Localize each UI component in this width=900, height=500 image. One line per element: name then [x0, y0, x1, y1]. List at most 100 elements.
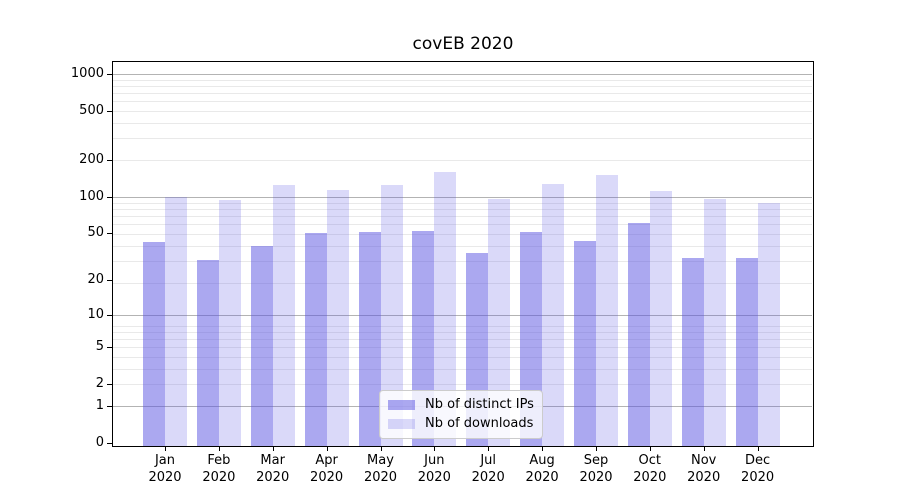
bar-distinct-ips-dec [735, 257, 758, 446]
legend-swatch-distinct-ips [388, 400, 415, 410]
bar-downloads-jun [434, 171, 457, 446]
x-tick-mark-apr [326, 446, 328, 451]
gridline-minor-8 [113, 331, 812, 333]
legend-label-downloads: Nb of downloads [425, 416, 534, 431]
gridline-minor-90 [113, 202, 812, 204]
gridline-minor-500 [113, 111, 812, 112]
bar-downloads-nov [703, 198, 726, 446]
y-tick-label-5: 5 [95, 339, 104, 355]
y-tick-label-100: 100 [79, 188, 104, 204]
y-tick-mark-200 [107, 159, 112, 161]
x-tick-mark-dec [757, 446, 759, 451]
gridline-major-1000 [113, 73, 812, 75]
gridline-minor-50 [113, 234, 812, 235]
x-tick-label-may: May 2020 [363, 453, 398, 485]
x-tick-label-jun: Jun 2020 [417, 453, 451, 485]
gridline-minor-4 [113, 368, 812, 370]
gridline-major-100 [113, 196, 812, 198]
x-tick-label-oct: Oct 2020 [633, 453, 667, 485]
gridline-minor-70 [113, 216, 812, 218]
gridline-minor-5 [113, 357, 812, 358]
y-tick-label-500: 500 [79, 102, 104, 118]
bar-distinct-ips-jan [143, 242, 165, 446]
x-tick-mark-jun [434, 446, 436, 451]
x-tick-label-mar: Mar 2020 [256, 453, 290, 485]
gridline-minor-30 [113, 261, 812, 263]
y-tick-label-1: 1 [95, 398, 104, 413]
gridline-minor-60 [113, 224, 812, 226]
gridline-minor-200 [113, 160, 812, 161]
bar-downloads-may [380, 185, 403, 446]
bar-downloads-jul [488, 199, 511, 446]
y-tick-mark-2 [107, 384, 112, 386]
gridline-minor-400 [113, 122, 812, 124]
gridline-minor-6 [113, 347, 812, 349]
gridline-major-10 [113, 314, 812, 316]
y-tick-label-10: 10 [87, 306, 104, 322]
gridline-minor-3 [113, 384, 812, 386]
gridline-minor-900 [113, 79, 812, 81]
x-tick-mark-mar [272, 446, 274, 451]
gridline-minor-700 [113, 93, 812, 95]
y-tick-label-2: 2 [95, 376, 104, 392]
x-tick-mark-aug [542, 446, 544, 451]
bar-distinct-ips-may [358, 231, 381, 446]
x-tick-label-sep: Sep 2020 [579, 453, 613, 485]
gridline-minor-600 [113, 101, 812, 103]
y-tick-mark-50 [107, 233, 112, 234]
x-tick-mark-sep [596, 446, 597, 451]
y-tick-label-20: 20 [87, 272, 104, 288]
x-tick-mark-nov [703, 446, 705, 451]
y-tick-label-0: 0 [95, 435, 104, 450]
x-tick-mark-may [380, 446, 382, 451]
legend-item-distinct-ips: Nb of distinct IPs [388, 397, 534, 413]
y-tick-mark-1000 [107, 73, 112, 75]
y-tick-mark-10 [107, 314, 112, 316]
bar-downloads-oct [649, 190, 672, 446]
y-tick-mark-20 [107, 280, 112, 282]
x-tick-mark-feb [218, 446, 220, 451]
bar-distinct-ips-feb [196, 259, 219, 446]
gridline-minor-7 [113, 339, 812, 341]
y-tick-mark-0 [107, 443, 112, 444]
x-tick-label-apr: Apr 2020 [310, 453, 344, 485]
gridline-minor-20 [113, 283, 812, 284]
gridline-minor-800 [113, 85, 812, 87]
bar-downloads-mar [272, 184, 295, 446]
x-tick-mark-jul [488, 446, 490, 451]
bar-downloads-aug [542, 183, 565, 446]
bar-downloads-sep [596, 175, 618, 446]
bar-distinct-ips-nov [681, 257, 704, 446]
bar-distinct-ips-apr [304, 233, 327, 446]
y-tick-mark-100 [107, 196, 112, 198]
gridline-minor-40 [113, 245, 812, 247]
bar-downloads-jan [165, 196, 187, 446]
bar-distinct-ips-mar [250, 245, 273, 446]
bar-distinct-ips-oct [627, 223, 650, 446]
bar-downloads-apr [326, 190, 349, 446]
legend-label-distinct-ips: Nb of distinct IPs [425, 397, 534, 412]
gridline-minor-300 [113, 138, 812, 140]
bar-downloads-feb [218, 200, 241, 446]
gridline-minor-80 [113, 208, 812, 210]
y-tick-label-50: 50 [87, 225, 104, 240]
bar-downloads-dec [757, 202, 780, 446]
legend-swatch-downloads [388, 419, 415, 429]
x-tick-mark-oct [649, 446, 651, 451]
x-tick-label-jan: Jan 2020 [148, 453, 182, 485]
gridline-minor-9 [113, 325, 812, 327]
bar-distinct-ips-sep [574, 240, 596, 446]
x-tick-label-jul: Jul 2020 [471, 453, 505, 485]
y-tick-mark-500 [107, 110, 112, 112]
y-tick-label-200: 200 [79, 151, 104, 167]
x-tick-label-aug: Aug 2020 [525, 453, 559, 485]
x-tick-label-dec: Dec 2020 [741, 453, 775, 485]
legend: Nb of distinct IPs Nb of downloads [379, 390, 543, 439]
x-tick-label-feb: Feb 2020 [202, 453, 236, 485]
y-tick-mark-5 [107, 347, 112, 349]
y-tick-label-1000: 1000 [70, 65, 104, 81]
x-tick-label-nov: Nov 2020 [687, 453, 721, 485]
y-tick-mark-1 [107, 406, 112, 407]
x-tick-mark-jan [165, 446, 166, 451]
